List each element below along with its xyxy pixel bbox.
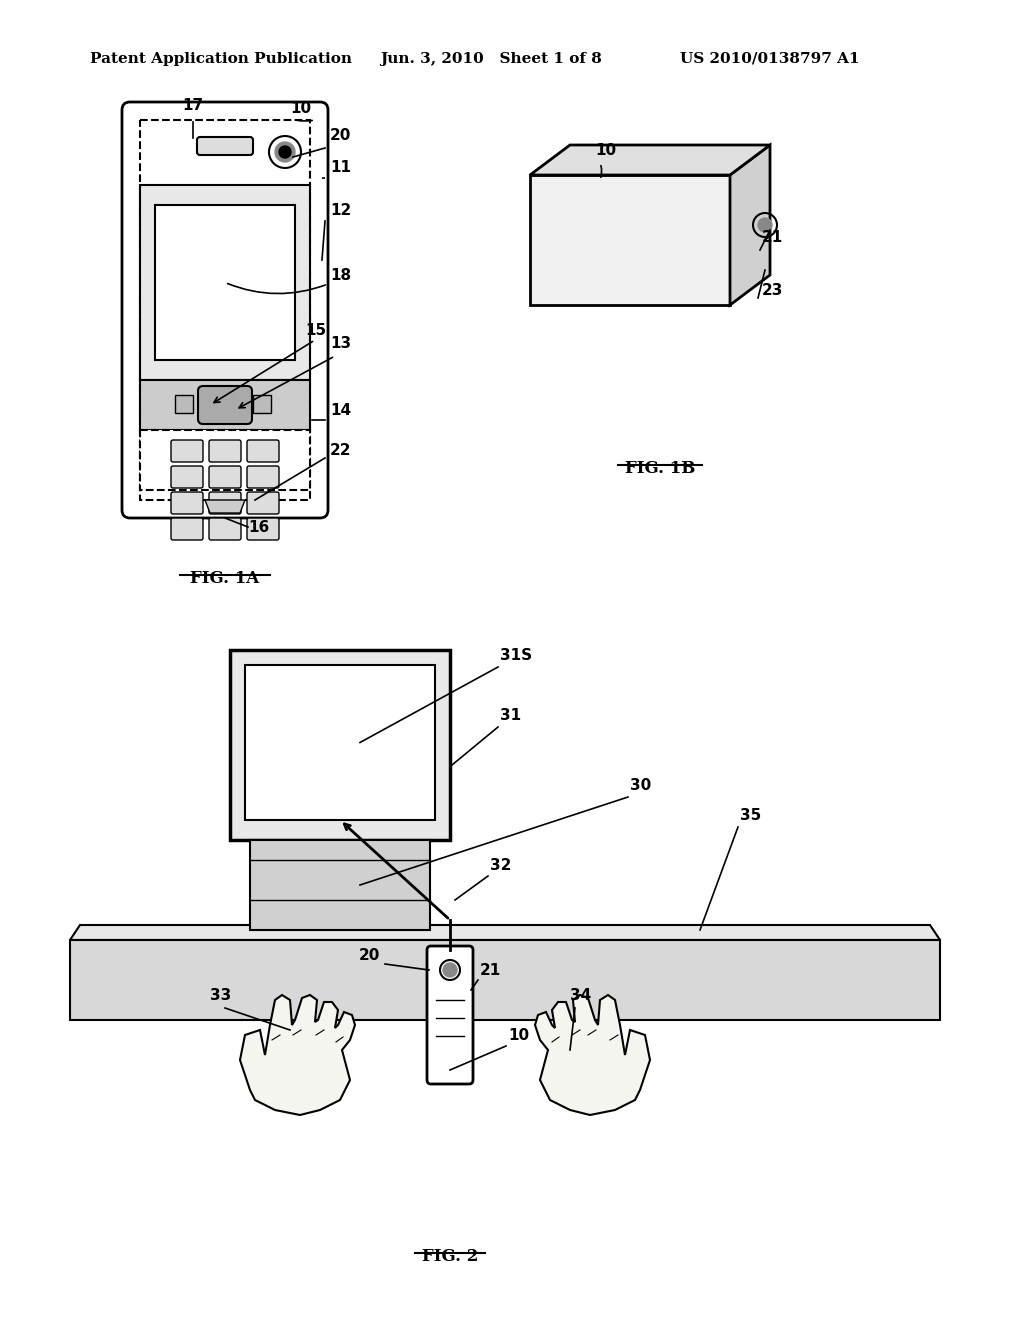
Circle shape <box>758 218 772 232</box>
FancyBboxPatch shape <box>247 492 279 513</box>
Polygon shape <box>730 145 770 305</box>
Text: 10: 10 <box>595 143 616 158</box>
Bar <box>253 395 271 413</box>
Circle shape <box>279 147 291 158</box>
Polygon shape <box>70 940 940 1020</box>
Text: 11: 11 <box>330 160 351 176</box>
Bar <box>140 185 310 380</box>
Text: 35: 35 <box>740 808 761 822</box>
Text: 34: 34 <box>570 987 591 1003</box>
FancyBboxPatch shape <box>171 517 203 540</box>
Text: 16: 16 <box>248 520 269 535</box>
Polygon shape <box>240 995 355 1115</box>
Circle shape <box>275 143 295 162</box>
FancyBboxPatch shape <box>197 137 253 154</box>
FancyBboxPatch shape <box>230 649 450 840</box>
FancyBboxPatch shape <box>209 440 241 462</box>
Bar <box>140 120 310 500</box>
Text: 33: 33 <box>210 987 231 1003</box>
Text: 30: 30 <box>630 777 651 793</box>
FancyBboxPatch shape <box>171 440 203 462</box>
Text: 13: 13 <box>330 337 351 351</box>
FancyBboxPatch shape <box>247 466 279 488</box>
Circle shape <box>443 964 457 977</box>
Bar <box>140 380 310 430</box>
FancyBboxPatch shape <box>122 102 328 517</box>
Polygon shape <box>535 995 650 1115</box>
Text: 31: 31 <box>500 708 521 723</box>
FancyBboxPatch shape <box>247 517 279 540</box>
FancyBboxPatch shape <box>209 466 241 488</box>
Polygon shape <box>530 176 730 305</box>
FancyBboxPatch shape <box>171 492 203 513</box>
Polygon shape <box>530 145 770 176</box>
FancyBboxPatch shape <box>198 385 252 424</box>
Text: 10: 10 <box>508 1028 529 1043</box>
Text: 12: 12 <box>330 203 351 218</box>
Polygon shape <box>205 500 245 513</box>
Bar <box>250 840 430 931</box>
Bar <box>175 395 193 413</box>
Text: 10: 10 <box>290 102 311 116</box>
Text: 23: 23 <box>762 282 783 298</box>
Text: Patent Application Publication: Patent Application Publication <box>90 51 352 66</box>
Text: 17: 17 <box>182 98 204 114</box>
Text: 14: 14 <box>330 403 351 418</box>
Text: FIG. 1A: FIG. 1A <box>190 570 260 587</box>
FancyBboxPatch shape <box>247 440 279 462</box>
Text: US 2010/0138797 A1: US 2010/0138797 A1 <box>680 51 859 66</box>
Text: 21: 21 <box>762 230 783 246</box>
Polygon shape <box>70 925 940 940</box>
Text: Jun. 3, 2010   Sheet 1 of 8: Jun. 3, 2010 Sheet 1 of 8 <box>380 51 602 66</box>
Text: 20: 20 <box>358 948 380 964</box>
FancyBboxPatch shape <box>209 492 241 513</box>
Bar <box>245 665 435 820</box>
Text: 18: 18 <box>330 268 351 282</box>
Bar <box>155 205 295 360</box>
Bar <box>140 430 310 490</box>
Text: 31S: 31S <box>500 648 532 663</box>
Text: 20: 20 <box>330 128 351 143</box>
FancyBboxPatch shape <box>427 946 473 1084</box>
FancyBboxPatch shape <box>171 466 203 488</box>
Text: FIG. 2: FIG. 2 <box>422 1247 478 1265</box>
Text: 21: 21 <box>480 964 502 978</box>
Text: 15: 15 <box>305 323 326 338</box>
Text: 32: 32 <box>490 858 511 873</box>
FancyBboxPatch shape <box>209 517 241 540</box>
Text: FIG. 1B: FIG. 1B <box>625 459 695 477</box>
Text: 22: 22 <box>330 444 351 458</box>
